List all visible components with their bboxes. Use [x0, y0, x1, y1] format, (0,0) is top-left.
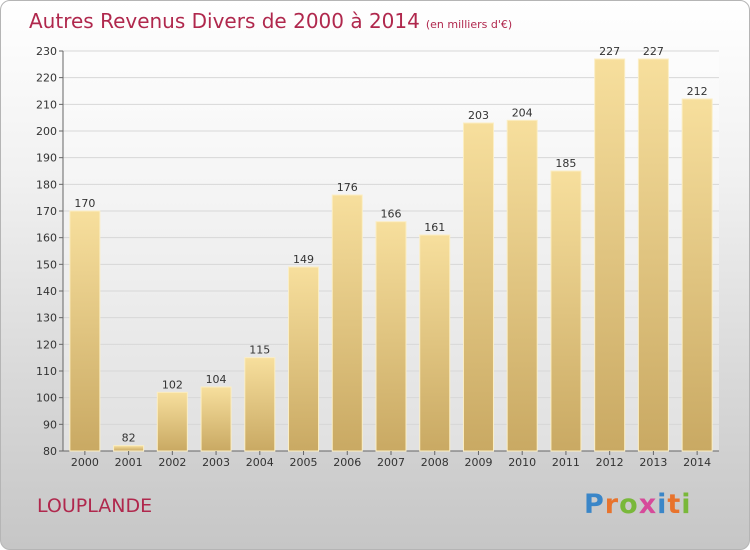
y-tick-label: 220 [36, 72, 57, 85]
y-tick-label: 160 [36, 232, 57, 245]
y-tick-label: 210 [36, 98, 57, 111]
logo-letter: P [584, 489, 605, 520]
x-tick-label: 2012 [596, 456, 624, 469]
x-tick-label: 2011 [552, 456, 580, 469]
logo-letter: i [681, 489, 692, 520]
data-label: 161 [424, 221, 445, 234]
data-label: 170 [74, 197, 95, 210]
y-tick-label: 200 [36, 125, 57, 138]
x-tick-label: 2001 [115, 456, 143, 469]
x-tick-label: 2007 [377, 456, 405, 469]
y-tick-label: 110 [36, 365, 57, 378]
y-tick-label: 180 [36, 178, 57, 191]
x-tick-label: 2005 [290, 456, 318, 469]
data-label: 204 [512, 106, 533, 119]
x-tick-label: 2000 [71, 456, 99, 469]
place-name: LOUPLANDE [37, 495, 153, 517]
y-tick-label: 90 [43, 418, 57, 431]
data-label: 203 [468, 109, 489, 122]
data-label: 82 [122, 432, 136, 445]
data-label: 227 [599, 45, 620, 58]
logo-letter: r [604, 489, 620, 520]
x-tick-label: 2009 [464, 456, 492, 469]
data-label: 176 [337, 181, 358, 194]
bar [331, 194, 363, 452]
data-label: 212 [687, 85, 708, 98]
bar [681, 98, 713, 452]
bar [113, 445, 145, 452]
y-tick-label: 140 [36, 285, 57, 298]
y-tick-label: 170 [36, 205, 57, 218]
bar [69, 210, 101, 452]
x-tick-label: 2008 [421, 456, 449, 469]
x-tick-label: 2002 [158, 456, 186, 469]
data-label: 104 [206, 373, 227, 386]
bar [594, 58, 626, 452]
bar [637, 58, 669, 452]
logo-letter: t [667, 489, 682, 520]
data-label: 166 [381, 208, 402, 221]
y-tick-label: 120 [36, 338, 57, 351]
y-tick-label: 150 [36, 258, 57, 271]
y-tick-label: 130 [36, 312, 57, 325]
logo-letter: i [657, 489, 668, 520]
x-tick-label: 2013 [639, 456, 667, 469]
bar [419, 234, 451, 452]
x-tick-label: 2014 [683, 456, 711, 469]
y-tick-label: 80 [43, 445, 57, 458]
logo-letter: o [619, 489, 639, 520]
x-tick-label: 2010 [508, 456, 536, 469]
title-text: Autres Revenus Divers de 2000 à 2014 [29, 9, 420, 33]
bar [506, 119, 538, 452]
unit-label: (en milliers d'€) [425, 18, 513, 31]
x-tick-label: 2006 [333, 456, 361, 469]
bar [200, 386, 232, 452]
bar [288, 266, 320, 452]
y-tick-label: 230 [36, 45, 57, 58]
bar [375, 221, 407, 452]
y-tick-label: 190 [36, 152, 57, 165]
proxiti-logo[interactable]: Proxiti [584, 489, 692, 520]
x-tick-label: 2004 [246, 456, 274, 469]
chart-title: Autres Revenus Divers de 2000 à 2014 (en … [29, 9, 512, 33]
bar [550, 170, 582, 452]
data-label: 185 [555, 157, 576, 170]
data-label: 102 [162, 378, 183, 391]
logo-letter: x [638, 489, 658, 520]
x-tick-label: 2003 [202, 456, 230, 469]
bar [156, 391, 188, 452]
data-label: 115 [249, 344, 270, 357]
data-label: 149 [293, 253, 314, 266]
y-tick-label: 100 [36, 392, 57, 405]
bar [462, 122, 494, 452]
data-label: 227 [643, 45, 664, 58]
bar [244, 357, 276, 452]
